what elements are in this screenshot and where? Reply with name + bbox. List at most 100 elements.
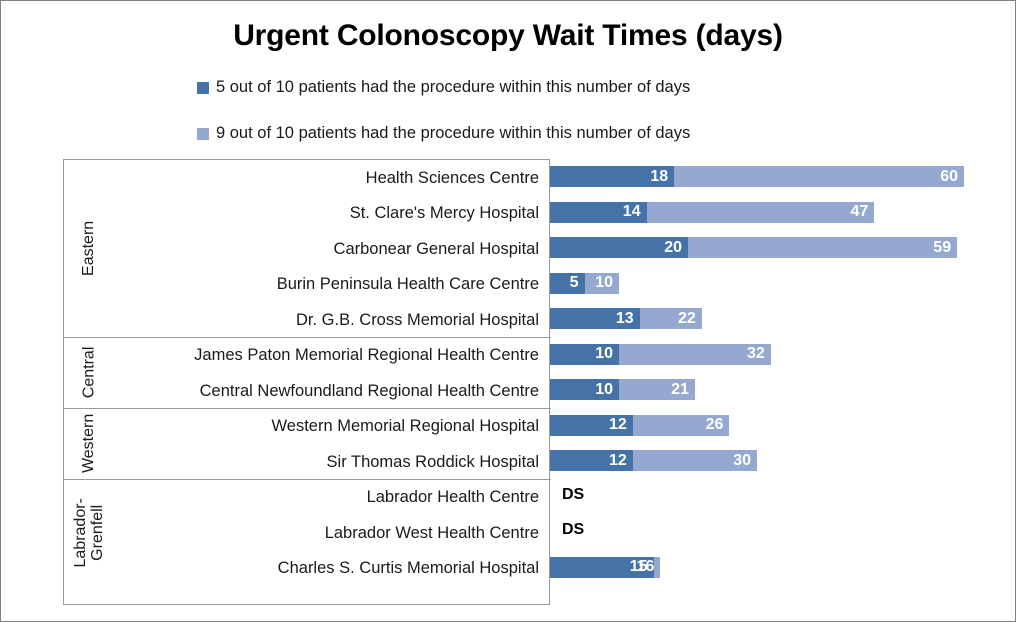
table-row[interactable]: Dr. G.B. Cross Memorial Hospital — [116, 302, 551, 338]
stacked-bar: 14 47 — [550, 201, 875, 223]
bar-row[interactable]: 18 60 — [550, 159, 1003, 195]
table-row[interactable]: Burin Peninsula Health Care Centre — [116, 267, 551, 303]
bar-row[interactable]: 10 21 — [550, 372, 1003, 408]
data-suppressed-label: DS — [562, 485, 585, 503]
table-row[interactable]: Charles S. Curtis Memorial Hospital — [116, 551, 551, 587]
stacked-bar: 10 32 — [550, 343, 771, 365]
bar-value-p90: 26 — [705, 416, 724, 433]
bar-segment-p90[interactable]: 60 — [674, 166, 964, 187]
bar-segment-p50[interactable]: 12 — [550, 450, 633, 471]
bar-row[interactable]: 15 16 — [550, 550, 1003, 586]
bar-value-p90: 16 — [636, 558, 655, 575]
bar-segment-p90[interactable]: 26 — [632, 414, 730, 436]
table-row[interactable]: Labrador Health Centre — [116, 480, 551, 516]
bar-value-p90: 10 — [595, 274, 613, 291]
stacked-bar: 5 10 — [550, 272, 619, 294]
table-row[interactable]: Labrador West Health Centre — [116, 515, 551, 551]
bar-segment-p50[interactable]: 13 — [550, 308, 640, 329]
bar-value-p50: 12 — [609, 416, 627, 433]
table-row[interactable]: Sir Thomas Roddick Hospital — [116, 444, 551, 480]
region-group: Western Western Memorial Regional Hospita… — [64, 409, 551, 480]
legend-item-label: 9 out of 10 patients had the procedure w… — [216, 124, 691, 143]
table-row[interactable]: Health Sciences Centre — [116, 160, 551, 196]
bar-segment-p90[interactable]: 32 — [619, 343, 771, 365]
table-row[interactable]: St. Clare's Mercy Hospital — [116, 196, 551, 232]
bar-row[interactable]: DS — [550, 479, 1003, 515]
bar-value-p90: 32 — [747, 345, 765, 362]
region-group-label: Eastern — [64, 160, 116, 337]
bar-segment-p90[interactable]: 21 — [619, 379, 695, 400]
hospital-label: Carbonear General Hospital — [333, 239, 539, 258]
bar-segment-p50[interactable]: 10 — [550, 379, 619, 400]
hospital-label: Labrador Health Centre — [366, 488, 539, 506]
hospital-rows: Western Memorial Regional Hospital Sir Th… — [116, 409, 551, 479]
hospital-label: Charles S. Curtis Memorial Hospital — [277, 559, 539, 577]
bar-value-p50: 10 — [595, 345, 613, 362]
legend-item[interactable]: 9 out of 10 patients had the procedure w… — [197, 121, 897, 146]
bar-segment-p90[interactable]: 16 — [637, 556, 661, 578]
region-group-label: Western — [64, 409, 116, 479]
bar-row[interactable]: 10 32 — [550, 337, 1003, 373]
chart-legend: 5 out of 10 patients had the procedure w… — [197, 75, 897, 167]
region-group: Central James Paton Memorial Regional Hea… — [64, 338, 551, 409]
hospital-label: Burin Peninsula Health Care Centre — [276, 275, 539, 293]
data-suppressed-label: DS — [562, 521, 585, 538]
region-group-label-text: Eastern — [80, 220, 98, 276]
stacked-bar: 18 60 — [550, 166, 964, 187]
table-row[interactable]: James Paton Memorial Regional Health Cen… — [116, 338, 551, 374]
stacked-bar: 12 26 — [550, 414, 730, 436]
hospital-label: Dr. G.B. Cross Memorial Hospital — [296, 310, 539, 329]
bar-value-p50: 14 — [622, 203, 641, 220]
bar-value-p50: 15 — [629, 558, 648, 575]
region-group: Labrador- Grenfell Labrador Health Centre L… — [64, 480, 551, 587]
bar-segment-p90[interactable]: 22 — [639, 308, 702, 329]
hospital-rows: Health Sciences Centre St. Clare's Mercy … — [116, 160, 551, 337]
stacked-bar: 13 22 — [550, 308, 702, 329]
bar-row[interactable]: 20 59 — [550, 230, 1003, 266]
bar-value-p50: 20 — [664, 238, 682, 256]
region-group-label: Labrador- Grenfell — [64, 480, 116, 587]
bar-segment-p90[interactable]: 47 — [646, 201, 875, 223]
legend-item-label: 5 out of 10 patients had the procedure w… — [216, 78, 691, 97]
legend-swatch-icon — [197, 127, 209, 140]
bar-value-p90: 22 — [677, 309, 696, 327]
bars-container: 18 60 14 47 20 59 5 10 13 22 10 32 10 21 12 26 12 30 DS DS 1… — [550, 159, 1003, 605]
bar-segment-p50[interactable]: 18 — [550, 166, 675, 187]
bar-row[interactable]: 13 22 — [550, 301, 1003, 337]
hospital-rows: James Paton Memorial Regional Health Cen… — [116, 338, 551, 408]
bar-segment-p50[interactable]: 14 — [550, 201, 647, 223]
hospital-label: Central Newfoundland Regional Health Cen… — [199, 381, 539, 400]
bar-segment-p90[interactable]: 10 — [584, 272, 619, 294]
bar-value-p90: 59 — [933, 238, 952, 256]
region-group-label-text: Labrador- Grenfell — [72, 498, 106, 568]
bar-value-p90: 30 — [733, 451, 751, 469]
hospital-label: Health Sciences Centre — [365, 168, 539, 187]
bar-segment-p90[interactable]: 30 — [632, 450, 757, 471]
table-row[interactable]: Western Memorial Regional Hospital — [116, 409, 551, 445]
table-row[interactable]: Central Newfoundland Regional Health Cen… — [116, 373, 551, 409]
bar-value-p50: 18 — [650, 167, 669, 185]
category-label-table: Eastern Health Sciences Centre St. Clare's… — [63, 159, 551, 605]
bar-row[interactable]: DS — [550, 514, 1003, 550]
stacked-bar: 20 59 — [550, 237, 958, 258]
bar-row[interactable]: 12 26 — [550, 408, 1003, 444]
hospital-label: James Paton Memorial Regional Health Cen… — [194, 346, 539, 364]
bar-value-p90: 60 — [940, 167, 958, 185]
bar-segment-p50[interactable]: 5 — [550, 272, 585, 294]
bar-row[interactable]: 12 30 — [550, 443, 1003, 479]
legend-item[interactable]: 5 out of 10 patients had the procedure w… — [197, 75, 897, 100]
bar-row[interactable]: 5 10 — [550, 266, 1003, 302]
bar-segment-p50[interactable]: 20 — [550, 237, 688, 258]
bar-segment-p90[interactable]: 59 — [688, 237, 958, 258]
table-row[interactable]: Carbonear General Hospital — [116, 231, 551, 267]
hospital-label: Western Memorial Regional Hospital — [271, 417, 539, 435]
hospital-label: St. Clare's Mercy Hospital — [349, 204, 539, 222]
bar-segment-p50[interactable]: 15 — [550, 556, 654, 578]
region-group-label-text: Central — [80, 346, 98, 399]
bar-segment-p50[interactable]: 12 — [550, 414, 633, 436]
hospital-rows: Labrador Health Centre Labrador West Heal… — [116, 480, 551, 587]
hospital-label: Labrador West Health Centre — [324, 523, 539, 542]
bar-segment-p50[interactable]: 10 — [550, 343, 619, 365]
bar-row[interactable]: 14 47 — [550, 195, 1003, 231]
